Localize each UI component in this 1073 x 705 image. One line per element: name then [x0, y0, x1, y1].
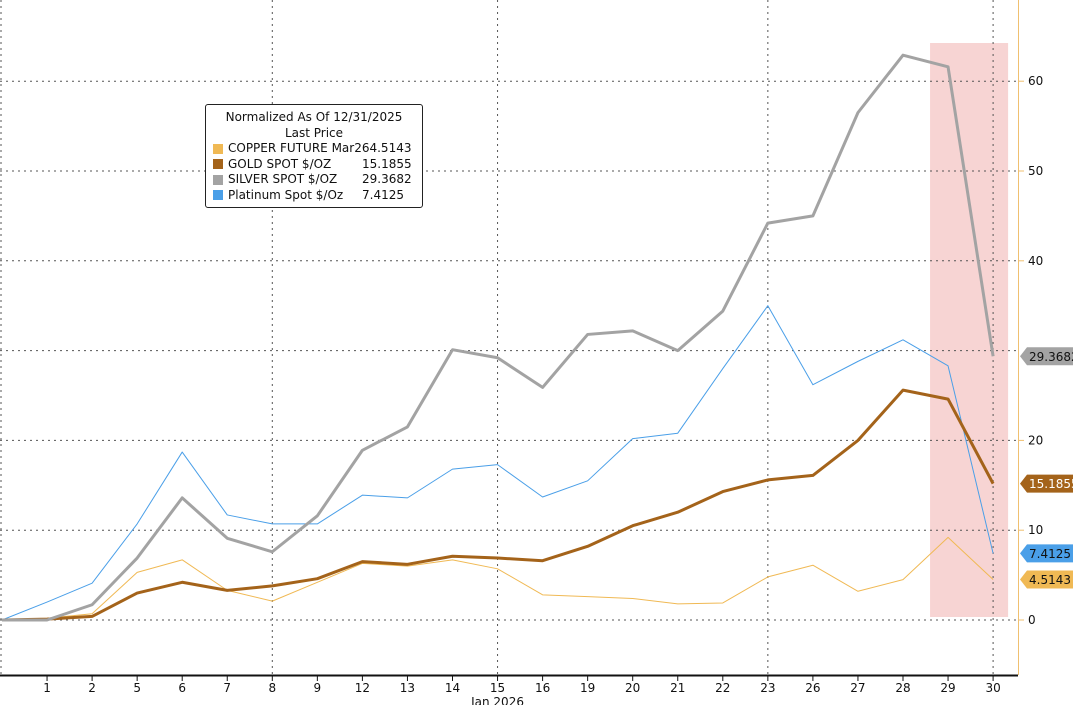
x-tick-label: 9: [314, 681, 322, 695]
last-value-badge: 7.4125: [1020, 544, 1073, 563]
legend-swatch: [213, 159, 223, 170]
x-tick-label: 22: [715, 681, 730, 695]
legend-entry: COPPER FUTURE Mar26 4.5143: [213, 141, 422, 157]
legend-swatch: [213, 190, 223, 201]
x-tick-label: 15: [490, 681, 505, 695]
legend-series-name: COPPER FUTURE Mar26: [228, 141, 370, 155]
x-tick-label: 1: [43, 681, 51, 695]
x-tick-label: 6: [178, 681, 186, 695]
legend-subheader: Last Price: [284, 125, 344, 140]
x-tick-label: 23: [760, 681, 775, 695]
highlight-region: [930, 43, 1009, 617]
legend-series-value: 29.3682: [362, 172, 412, 186]
x-tick-label: 13: [400, 681, 415, 695]
series-line-platinum: [1, 305, 994, 621]
x-tick-label: 5: [133, 681, 141, 695]
series-line-gold: [1, 388, 995, 622]
x-tick-label: 7: [223, 681, 231, 695]
x-tick-label: 2: [88, 681, 96, 695]
badge-value: 29.3682: [1029, 350, 1073, 364]
x-tick-label: 8: [268, 681, 276, 695]
x-tick-label: 26: [805, 681, 820, 695]
legend-header: Normalized As Of 12/31/2025: [225, 110, 403, 124]
legend-series-value: 7.4125: [362, 187, 404, 202]
legend-series-name: SILVER SPOT $/OZ: [228, 172, 338, 186]
x-tick-label: 28: [895, 681, 910, 695]
last-value-badge: 4.5143: [1020, 570, 1073, 589]
x-tick-label: 20: [625, 681, 640, 695]
x-tick-label: 21: [670, 681, 685, 695]
badge-shape: [1020, 347, 1073, 366]
x-tick-label: 12: [355, 681, 370, 695]
y-tick-label: 0: [1028, 613, 1036, 627]
x-tick-label: 19: [580, 681, 595, 695]
legend-series-value: 4.5143: [369, 141, 412, 155]
x-axis-label: Jan 2026: [470, 695, 524, 705]
last-value-badge: 29.3682: [1020, 347, 1073, 366]
legend: Normalized As Of 12/31/2025 Last Price C…: [205, 104, 423, 208]
y-tick-label: 10: [1028, 523, 1043, 537]
legend-series-value: 15.1855: [362, 156, 412, 171]
x-tick-label: 16: [535, 681, 550, 695]
legend-swatch: [213, 174, 223, 185]
legend-series-name: GOLD SPOT $/OZ: [228, 156, 332, 171]
badge-shape: [1020, 544, 1073, 563]
legend-entry: SILVER SPOT $/OZ 29.3682: [213, 172, 422, 188]
badge-shape: [1020, 570, 1073, 589]
x-tick-label: 14: [445, 681, 460, 695]
badge-value: 15.1855: [1029, 477, 1073, 491]
x-tick-label: 27: [850, 681, 865, 695]
x-tick-label: 29: [940, 681, 955, 695]
legend-swatch: [213, 143, 223, 154]
y-tick-label: 50: [1028, 164, 1043, 178]
y-tick-label: 20: [1028, 433, 1043, 447]
x-tick-label: 30: [985, 681, 1000, 695]
legend-entry: GOLD SPOT $/OZ 15.1855: [213, 157, 422, 173]
series-line-silver: [2, 53, 995, 622]
badge-value: 7.4125: [1029, 547, 1071, 561]
legend-series-name: Platinum Spot $/Oz: [228, 187, 344, 202]
y-tick-label: 40: [1028, 254, 1043, 268]
badge-value: 4.5143: [1029, 573, 1071, 587]
y-tick-label: 60: [1028, 74, 1043, 88]
badge-shape: [1020, 474, 1073, 493]
last-value-badge: 15.1855: [1020, 474, 1073, 493]
series-line-copper: [1, 536, 994, 621]
legend-entry: Platinum Spot $/Oz 7.4125: [213, 188, 422, 204]
